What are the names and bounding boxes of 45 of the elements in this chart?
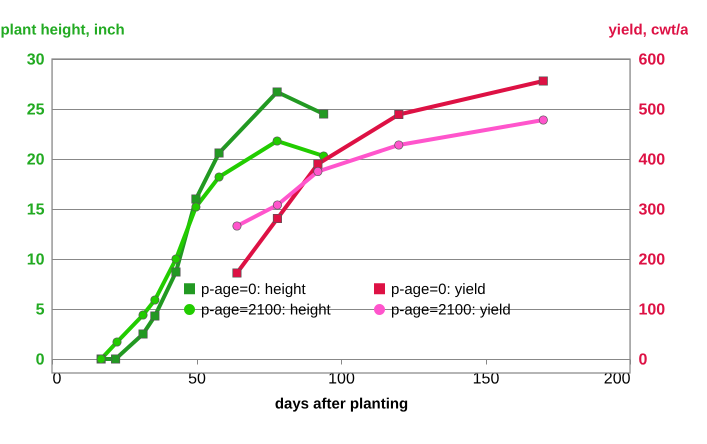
point bbox=[272, 200, 282, 210]
y-axis-title: plant height, inch bbox=[0, 22, 125, 38]
y-tick-label: 15 bbox=[26, 202, 45, 218]
y2-tick-label: 100 bbox=[638, 302, 666, 318]
y-tick-label: 25 bbox=[26, 102, 45, 118]
y-tick-label: 0 bbox=[36, 352, 45, 368]
y2-tick-label: 200 bbox=[638, 252, 666, 268]
y-tick-label: 20 bbox=[26, 152, 45, 168]
point bbox=[150, 311, 160, 321]
point bbox=[232, 268, 242, 278]
point bbox=[150, 295, 160, 305]
y-tick-label: 30 bbox=[26, 52, 45, 68]
point bbox=[214, 172, 224, 182]
point bbox=[538, 76, 548, 86]
point bbox=[191, 202, 200, 212]
point bbox=[313, 159, 322, 169]
point bbox=[112, 337, 122, 347]
legend-label: p-age=0: height bbox=[201, 280, 307, 298]
point bbox=[111, 354, 120, 364]
legend-label: p-age=2100: yield bbox=[391, 302, 511, 318]
legend-label: p-age=2100: height bbox=[201, 302, 332, 318]
y2-tick-label: 400 bbox=[638, 152, 666, 168]
y2-tick-label: 500 bbox=[638, 102, 666, 118]
point bbox=[394, 110, 404, 120]
x-axis-title: days after planting bbox=[274, 396, 408, 412]
y2-tick-label: 300 bbox=[638, 202, 666, 218]
point bbox=[138, 329, 148, 339]
point bbox=[191, 194, 200, 204]
point bbox=[319, 109, 328, 119]
point bbox=[272, 136, 282, 146]
legend-label: p-age=0: yield bbox=[391, 280, 486, 298]
y-tick-label: 10 bbox=[26, 252, 45, 268]
y2-tick-label: 0 bbox=[638, 352, 648, 368]
y-tick-label: 5 bbox=[36, 302, 45, 318]
point bbox=[313, 166, 322, 176]
y2-tick-label: 600 bbox=[638, 52, 666, 68]
point bbox=[171, 254, 181, 264]
point bbox=[538, 115, 548, 125]
point bbox=[272, 214, 282, 224]
point bbox=[138, 310, 148, 320]
point bbox=[394, 140, 404, 150]
point bbox=[272, 87, 282, 97]
point bbox=[232, 221, 242, 231]
point bbox=[214, 148, 224, 158]
point bbox=[171, 267, 181, 277]
